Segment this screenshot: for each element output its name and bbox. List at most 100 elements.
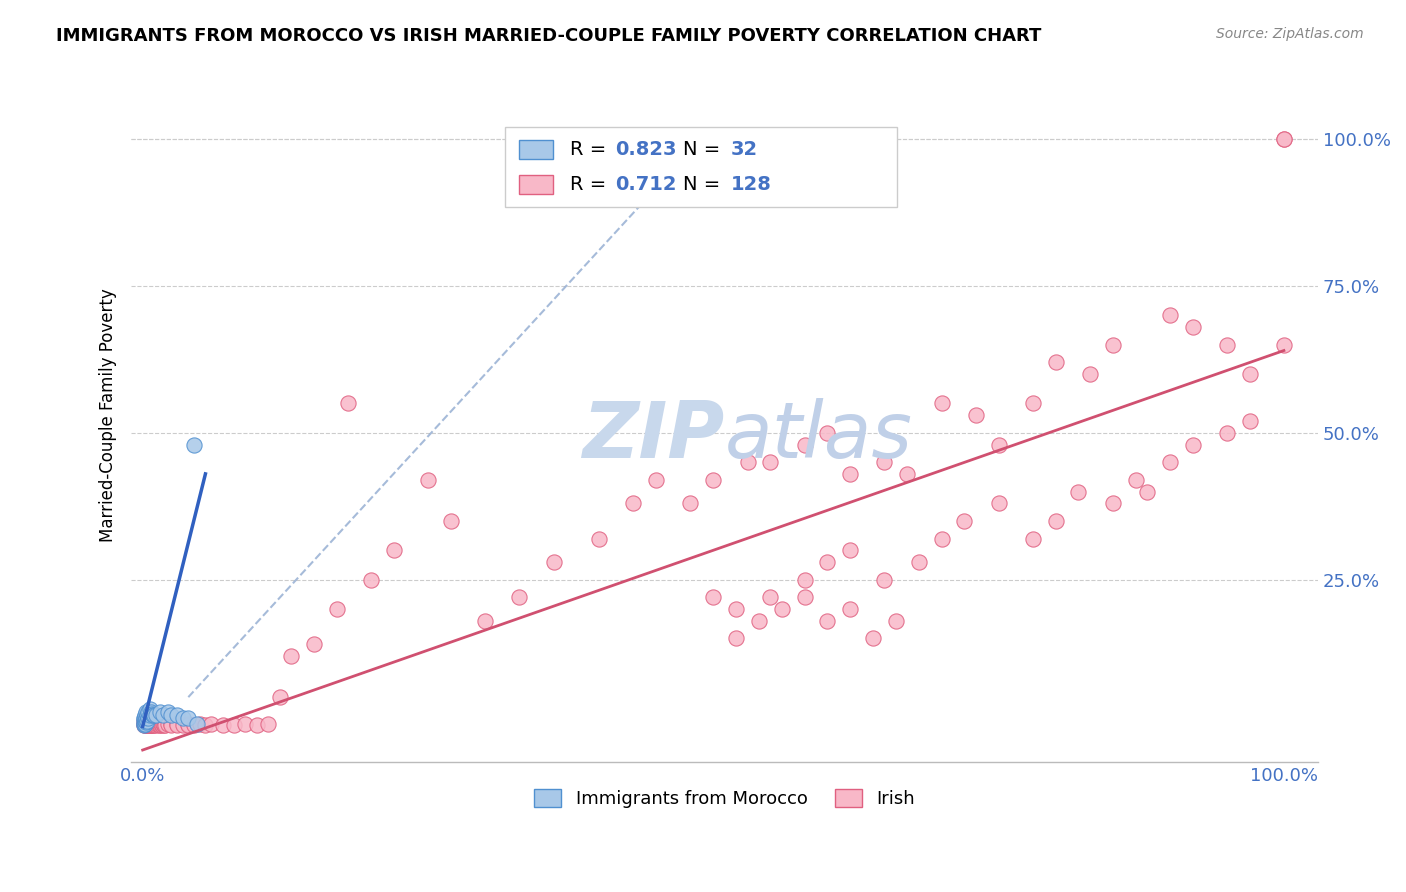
Point	[177, 717, 200, 731]
Point	[139, 715, 162, 730]
Point	[1022, 532, 1045, 546]
Point	[146, 717, 169, 731]
Text: R =: R =	[571, 175, 613, 194]
Point	[155, 718, 177, 732]
Point	[132, 718, 155, 732]
Point	[155, 716, 177, 731]
Point	[987, 496, 1010, 510]
Point	[382, 543, 405, 558]
Point	[793, 573, 815, 587]
Point	[873, 455, 896, 469]
Point	[759, 455, 782, 469]
Point	[1272, 132, 1295, 146]
Point	[153, 718, 176, 732]
Text: 32: 32	[731, 140, 758, 159]
Point	[269, 690, 291, 705]
Point	[152, 707, 174, 722]
Point	[1078, 367, 1101, 381]
Point	[134, 718, 156, 732]
Point	[588, 532, 610, 546]
Point	[134, 707, 156, 722]
Point	[1216, 337, 1239, 351]
Point	[337, 396, 360, 410]
Point	[793, 437, 815, 451]
Point	[135, 716, 157, 731]
Point	[138, 718, 160, 732]
Point	[138, 718, 160, 732]
Point	[360, 573, 382, 587]
Point	[839, 467, 862, 481]
Point	[440, 514, 463, 528]
Point	[896, 467, 918, 481]
Point	[134, 711, 156, 725]
Point	[907, 555, 929, 569]
Point	[257, 717, 280, 731]
Point	[1239, 414, 1261, 428]
Text: N =: N =	[683, 175, 727, 194]
Point	[474, 614, 496, 628]
Point	[136, 718, 159, 732]
Point	[1067, 484, 1090, 499]
Point	[134, 716, 156, 731]
Point	[815, 555, 838, 569]
Point	[1136, 484, 1159, 499]
Point	[132, 711, 155, 725]
Point	[222, 718, 245, 732]
Point	[873, 573, 896, 587]
Point	[725, 632, 748, 646]
Point	[884, 614, 907, 628]
Point	[139, 717, 162, 731]
Text: 0.712: 0.712	[616, 175, 678, 194]
FancyBboxPatch shape	[519, 140, 553, 160]
Point	[138, 711, 160, 725]
Point	[1159, 455, 1181, 469]
Point	[136, 707, 159, 722]
Point	[725, 602, 748, 616]
Point	[1239, 367, 1261, 381]
Point	[138, 716, 160, 731]
Point	[1045, 514, 1067, 528]
Point	[141, 718, 163, 732]
Point	[302, 637, 325, 651]
Point	[621, 496, 644, 510]
Point	[134, 714, 156, 729]
Point	[132, 718, 155, 732]
Point	[160, 707, 183, 722]
Point	[142, 707, 165, 722]
Point	[194, 718, 217, 732]
Point	[862, 632, 884, 646]
Point	[200, 717, 222, 731]
Point	[1101, 496, 1123, 510]
Point	[815, 425, 838, 440]
FancyBboxPatch shape	[519, 175, 553, 194]
Point	[246, 718, 269, 732]
Point	[143, 718, 166, 732]
Point	[543, 555, 565, 569]
Text: 128: 128	[731, 175, 772, 194]
Point	[280, 648, 302, 663]
Point	[134, 716, 156, 731]
Point	[134, 718, 156, 732]
Point	[1181, 437, 1204, 451]
Point	[152, 716, 174, 731]
Point	[156, 705, 179, 719]
Text: ZIP: ZIP	[582, 398, 724, 474]
Point	[160, 718, 183, 732]
Point	[136, 716, 159, 731]
FancyBboxPatch shape	[505, 128, 897, 207]
Point	[150, 718, 173, 732]
Point	[149, 705, 172, 719]
Point	[172, 711, 194, 725]
Point	[135, 714, 157, 729]
Point	[702, 591, 724, 605]
Point	[679, 496, 702, 510]
Point	[235, 717, 257, 731]
Text: Source: ZipAtlas.com: Source: ZipAtlas.com	[1216, 27, 1364, 41]
Point	[135, 705, 157, 719]
Point	[166, 707, 188, 722]
Point	[770, 602, 793, 616]
Point	[177, 711, 200, 725]
Point	[143, 717, 166, 731]
Point	[142, 718, 165, 732]
Text: IMMIGRANTS FROM MOROCCO VS IRISH MARRIED-COUPLE FAMILY POVERTY CORRELATION CHART: IMMIGRANTS FROM MOROCCO VS IRISH MARRIED…	[56, 27, 1042, 45]
